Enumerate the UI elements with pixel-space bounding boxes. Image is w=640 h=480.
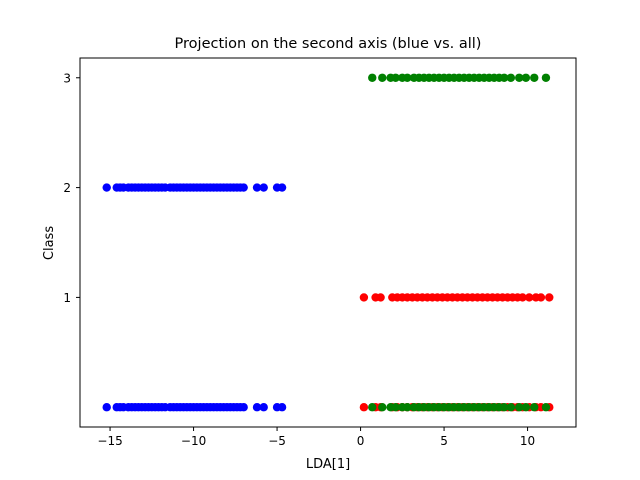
y-axis-label: Class [42, 226, 57, 260]
point-series0-zero-40 [259, 403, 268, 412]
y-tick-label-1: 2 [63, 181, 71, 195]
point-series0-zero-38 [239, 403, 248, 412]
y-ticks: 1 2 3 [63, 71, 80, 305]
point-series2-zero-26 [515, 403, 524, 412]
x-axis-label: LDA[1] [306, 457, 350, 472]
point-series2-class-28 [530, 73, 539, 82]
x-ticks: −15 −10 −5 0 5 10 [97, 427, 535, 448]
plot-frame [79, 57, 577, 428]
point-series2-zero-28 [530, 403, 539, 412]
point-series1-class-0 [359, 293, 369, 302]
points-layer [102, 73, 554, 412]
y-tick-label-0: 1 [63, 291, 71, 305]
point-series0-class-42 [277, 183, 287, 192]
x-tick-label-2: −5 [268, 434, 286, 448]
point-series0-zero-42 [277, 403, 287, 412]
x-tick-label-5: 10 [520, 434, 535, 448]
point-series2-zero-27 [521, 403, 531, 412]
point-series2-zero-0 [368, 403, 377, 412]
point-series0-class-39 [252, 183, 262, 192]
point-series2-zero-3 [391, 403, 400, 412]
point-series0-zero-0 [102, 403, 111, 412]
point-series2-class-29 [541, 73, 551, 82]
point-series0-class-38 [239, 183, 248, 192]
point-series2-zero-1 [378, 403, 387, 412]
x-tick-label-4: 5 [440, 434, 448, 448]
point-series1-class-2 [376, 293, 385, 302]
chart-title: Projection on the second axis (blue vs. … [175, 36, 482, 52]
point-series2-zero-25 [506, 403, 516, 412]
point-series0-class-0 [102, 183, 111, 192]
point-series2-class-24 [499, 73, 509, 82]
point-series2-class-0 [368, 73, 377, 82]
point-series0-class-40 [259, 183, 268, 192]
x-tick-label-0: −15 [97, 434, 122, 448]
point-series2-class-27 [521, 73, 531, 82]
point-series1-zero-0 [359, 403, 369, 412]
point-series2-class-26 [515, 73, 524, 82]
point-series2-class-3 [391, 73, 400, 82]
point-series1-class-32 [536, 293, 546, 302]
point-series2-class-1 [378, 73, 387, 82]
x-tick-label-3: 0 [357, 434, 365, 448]
point-series2-class-25 [506, 73, 516, 82]
point-series2-class-5 [403, 73, 412, 82]
point-series1-class-33 [545, 293, 554, 302]
point-series1-class-29 [518, 293, 527, 302]
x-tick-label-1: −10 [181, 434, 206, 448]
y-tick-label-2: 3 [63, 71, 71, 85]
point-series2-zero-29 [541, 403, 551, 412]
point-series1-class-30 [525, 293, 534, 302]
point-series2-zero-5 [403, 403, 412, 412]
point-series2-zero-24 [499, 403, 509, 412]
point-series0-zero-39 [252, 403, 262, 412]
